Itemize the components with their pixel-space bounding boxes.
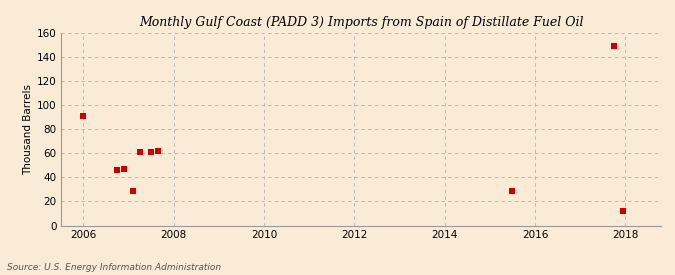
Text: Source: U.S. Energy Information Administration: Source: U.S. Energy Information Administ… <box>7 263 221 272</box>
Point <box>128 188 138 193</box>
Point <box>119 167 130 171</box>
Point <box>134 150 145 154</box>
Title: Monthly Gulf Coast (PADD 3) Imports from Spain of Distillate Fuel Oil: Monthly Gulf Coast (PADD 3) Imports from… <box>139 16 583 29</box>
Y-axis label: Thousand Barrels: Thousand Barrels <box>23 84 32 175</box>
Point <box>112 168 123 172</box>
Point <box>507 188 518 193</box>
Point <box>153 149 163 153</box>
Point <box>78 114 88 118</box>
Point <box>609 44 620 48</box>
Point <box>146 150 157 154</box>
Point <box>618 209 628 213</box>
